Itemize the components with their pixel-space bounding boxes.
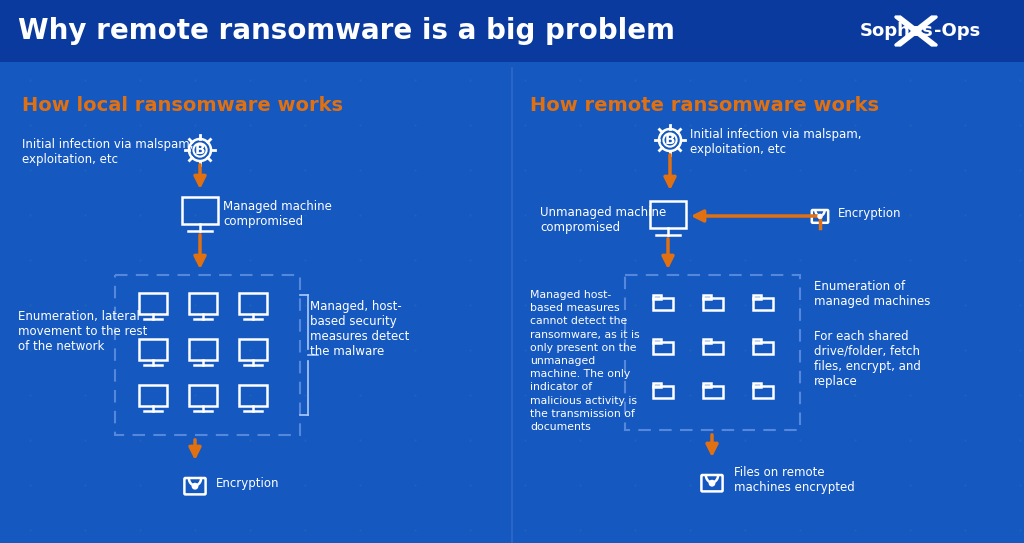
Circle shape bbox=[710, 481, 715, 486]
Text: Sophos: Sophos bbox=[860, 22, 934, 40]
Text: How remote ransomware works: How remote ransomware works bbox=[530, 96, 879, 115]
Circle shape bbox=[818, 214, 822, 218]
Text: Enumeration of
managed machines: Enumeration of managed machines bbox=[814, 280, 931, 308]
Text: For each shared
drive/folder, fetch
files, encrypt, and
replace: For each shared drive/folder, fetch file… bbox=[814, 330, 921, 388]
Text: Managed host-
based measures
cannot detect the
ransomware, as it is
only present: Managed host- based measures cannot dete… bbox=[530, 290, 640, 432]
Text: Initial infection via malspam,
exploitation, etc: Initial infection via malspam, exploitat… bbox=[690, 128, 861, 156]
Text: -Ops: -Ops bbox=[934, 22, 980, 40]
Text: How local ransomware works: How local ransomware works bbox=[22, 96, 343, 115]
Bar bbox=[0, 0, 1024, 62]
Text: Encryption: Encryption bbox=[838, 207, 901, 220]
Text: Why remote ransomware is a big problem: Why remote ransomware is a big problem bbox=[18, 17, 675, 45]
Text: Managed, host-
based security
measures detect
the malware: Managed, host- based security measures d… bbox=[310, 300, 410, 358]
Text: Files on remote
machines encrypted: Files on remote machines encrypted bbox=[734, 466, 855, 494]
Text: Managed machine
compromised: Managed machine compromised bbox=[223, 200, 332, 228]
Circle shape bbox=[193, 483, 198, 489]
Text: Enumeration, lateral
movement to the rest
of the network: Enumeration, lateral movement to the res… bbox=[18, 310, 147, 353]
Text: Encryption: Encryption bbox=[216, 477, 280, 489]
Text: B: B bbox=[195, 143, 205, 157]
Text: Unmanaged machine
compromised: Unmanaged machine compromised bbox=[540, 206, 667, 234]
Text: B: B bbox=[665, 133, 675, 147]
Text: Initial infection via malspam,
exploitation, etc: Initial infection via malspam, exploitat… bbox=[22, 138, 194, 166]
